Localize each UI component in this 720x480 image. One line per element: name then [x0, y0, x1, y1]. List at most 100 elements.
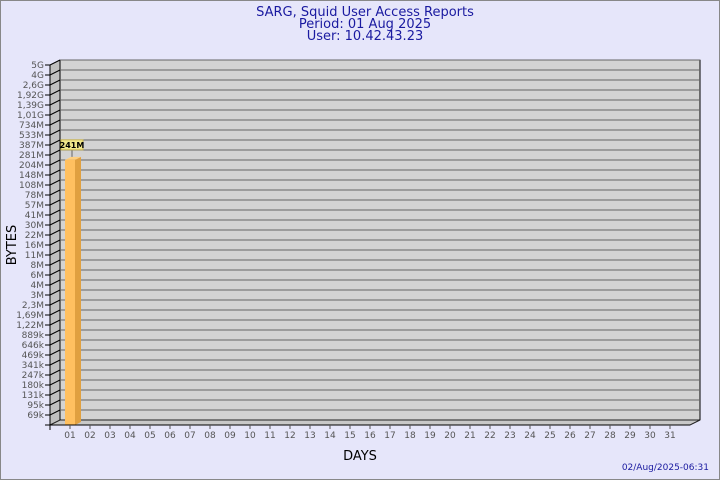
x-tick-label: 11 [264, 431, 275, 441]
y-tick-label: 57M [25, 201, 44, 211]
y-tick-depth [49, 379, 61, 386]
generated-timestamp: 02/Aug/2025-06:31 [622, 463, 709, 473]
y-tick-label: 8M [31, 261, 45, 271]
y-tick-depth [49, 139, 61, 146]
y-tick-label: 281M [19, 151, 44, 161]
y-tick-label: 148M [19, 171, 44, 181]
x-tick-label: 01 [64, 431, 75, 441]
x-tick-label: 26 [564, 431, 576, 441]
y-tick-label: 247k [22, 371, 45, 381]
y-tick-label: 646k [22, 341, 45, 351]
bar-top [65, 156, 81, 160]
y-tick-depth [49, 359, 61, 366]
x-tick-label: 25 [544, 431, 555, 441]
y-tick-depth [49, 219, 61, 226]
x-tick-label: 18 [404, 431, 416, 441]
y-tick-label: 1,39G [17, 101, 44, 111]
y-tick-depth [49, 169, 61, 176]
y-tick-depth [49, 269, 61, 276]
y-tick-depth [49, 349, 61, 356]
x-tick-label: 14 [324, 431, 336, 441]
x-tick-label: 04 [124, 431, 136, 441]
y-tick-depth [49, 79, 61, 86]
y-tick-label: 1,92G [17, 91, 44, 101]
bar [65, 159, 75, 425]
y-tick-label: 734M [19, 121, 44, 131]
bar-side [75, 156, 81, 425]
y-tick-label: 3M [31, 291, 45, 301]
x-tick-label: 13 [304, 431, 315, 441]
y-tick-depth [49, 99, 61, 106]
y-tick-label: 41M [25, 211, 44, 221]
y-tick-label: 387M [19, 141, 44, 151]
y-tick-label: 469k [22, 351, 45, 361]
y-tick-label: 341k [22, 361, 45, 371]
y-tick-depth [49, 159, 61, 166]
x-tick-label: 22 [484, 431, 495, 441]
y-tick-depth [49, 209, 61, 216]
y-tick-depth [49, 129, 61, 136]
y-tick-label: 1,69M [16, 311, 44, 321]
y-tick-depth [49, 59, 61, 66]
y-tick-depth [49, 199, 61, 206]
x-tick-label: 08 [204, 431, 216, 441]
y-tick-label: 108M [19, 181, 44, 191]
y-tick-label: 95k [27, 401, 44, 411]
bar-value-label: 241M [60, 141, 85, 150]
y-tick-depth [49, 239, 61, 246]
y-tick-depth [49, 279, 61, 286]
y-tick-depth [49, 69, 61, 76]
y-tick-label: 2,6G [23, 81, 44, 91]
x-tick-label: 30 [644, 431, 656, 441]
chart-period: Period: 01 Aug 2025 [299, 17, 431, 32]
y-tick-depth [49, 119, 61, 126]
y-tick-depth [49, 389, 61, 396]
x-tick-label: 06 [164, 431, 176, 441]
x-tick-label: 17 [384, 431, 395, 441]
y-tick-label: 4M [31, 281, 45, 291]
y-tick-depth [49, 229, 61, 236]
x-tick-label: 27 [584, 431, 595, 441]
y-tick-label: 5G [31, 61, 44, 71]
y-tick-depth [49, 299, 61, 306]
y-tick-depth [49, 179, 61, 186]
y-tick-label: 131k [22, 391, 45, 401]
x-tick-label: 16 [364, 431, 376, 441]
y-tick-label: 30M [25, 221, 44, 231]
y-tick-depth [49, 109, 61, 116]
y-tick-label: 1,22M [16, 321, 44, 331]
x-tick-label: 21 [464, 431, 475, 441]
y-tick-label: 11M [25, 251, 44, 261]
y-axis-label: BYTES [5, 225, 20, 266]
y-tick-depth [49, 369, 61, 376]
y-tick-label: 533M [19, 131, 44, 141]
y-tick-depth [49, 249, 61, 256]
y-tick-depth [49, 339, 61, 346]
y-tick-label: 889k [22, 331, 45, 341]
x-tick-label: 29 [624, 431, 636, 441]
x-tick-label: 19 [424, 431, 436, 441]
x-tick-label: 09 [224, 431, 236, 441]
x-tick-label: 28 [604, 431, 616, 441]
y-tick-depth [49, 309, 61, 316]
x-tick-label: 20 [444, 431, 456, 441]
x-tick-label: 10 [244, 431, 256, 441]
x-tick-label: 24 [524, 431, 536, 441]
y-tick-label: 6M [31, 271, 45, 281]
y-tick-depth [49, 409, 61, 416]
x-tick-label: 23 [504, 431, 515, 441]
y-tick-depth [49, 149, 61, 156]
y-tick-label: 180k [22, 381, 45, 391]
chart-title: SARG, Squid User Access Reports [256, 5, 474, 20]
x-tick-label: 03 [104, 431, 115, 441]
x-tick-label: 31 [664, 431, 675, 441]
x-tick-label: 12 [284, 431, 295, 441]
x-tick-label: 15 [344, 431, 355, 441]
y-tick-label: 1,01G [17, 111, 44, 121]
chart-user: User: 10.42.43.23 [307, 29, 423, 44]
x-tick-label: 02 [84, 431, 95, 441]
x-tick-label: 05 [144, 431, 155, 441]
y-tick-label: 2,3M [22, 301, 44, 311]
x-tick-label: 07 [184, 431, 195, 441]
